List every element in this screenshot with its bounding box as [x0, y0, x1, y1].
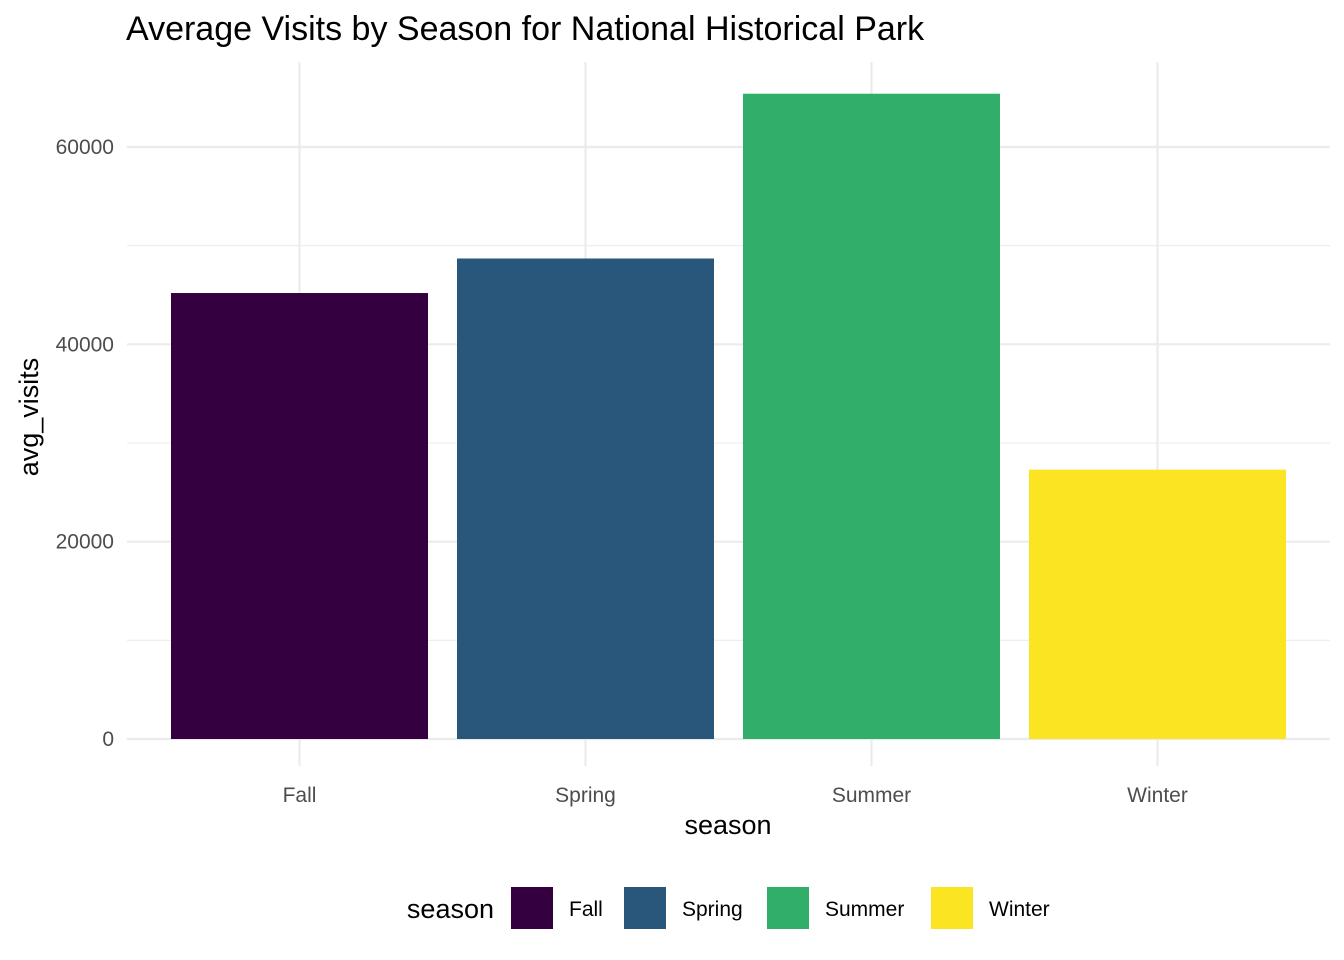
y-tick-label: 20000	[56, 531, 114, 554]
legend-key-spring	[624, 887, 666, 929]
x-axis-title: season	[684, 810, 771, 840]
y-axis-ticks: 0 20000 40000 60000	[56, 136, 114, 751]
legend-key-summer	[767, 887, 809, 929]
legend-label-spring: Spring	[682, 898, 743, 921]
y-tick-label: 0	[102, 728, 114, 751]
x-tick-label: Spring	[555, 784, 616, 807]
bar-winter	[1029, 469, 1286, 739]
x-tick-label: Fall	[283, 784, 317, 807]
legend-key-fall	[511, 887, 553, 929]
legend-title: season	[407, 894, 494, 924]
bar-spring	[457, 258, 714, 739]
x-tick-label: Winter	[1127, 784, 1188, 807]
legend: season Fall Spring Summer Winter	[407, 887, 1050, 929]
x-axis-ticks: Fall Spring Summer Winter	[283, 784, 1188, 807]
bar-summer	[743, 93, 1000, 740]
bars	[171, 93, 1286, 740]
y-tick-label: 60000	[56, 136, 114, 159]
legend-label-winter: Winter	[989, 898, 1050, 921]
y-tick-label: 40000	[56, 333, 114, 356]
chart-title: Average Visits by Season for National Hi…	[126, 10, 925, 48]
x-tick-label: Summer	[832, 784, 911, 807]
legend-label-summer: Summer	[825, 898, 904, 921]
legend-label-fall: Fall	[569, 898, 603, 921]
legend-key-winter	[931, 887, 973, 929]
bar-fall	[171, 293, 428, 739]
y-axis-title: avg_visits	[14, 358, 44, 477]
